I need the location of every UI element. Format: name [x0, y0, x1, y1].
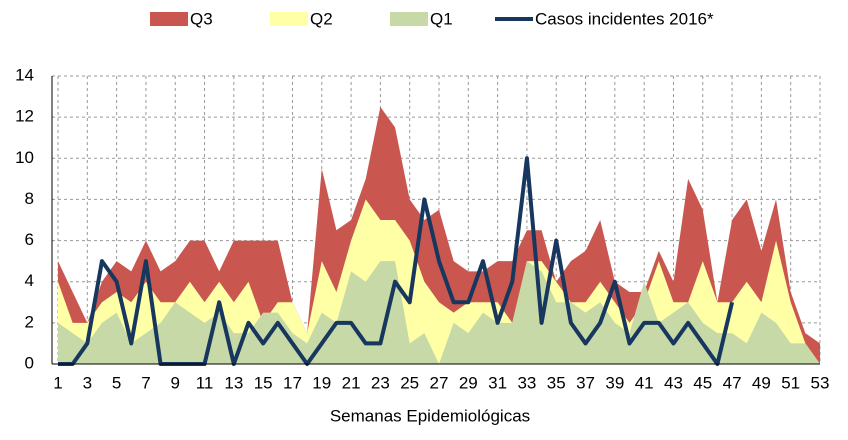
x-axis-title: Semanas Epidemiológicas — [330, 406, 530, 425]
legend-swatch — [270, 12, 308, 26]
x-tick-label: 31 — [488, 373, 507, 392]
x-tick-label: 33 — [517, 373, 536, 392]
legend-swatch — [150, 12, 188, 26]
x-tick-label: 11 — [196, 373, 214, 392]
x-tick-label: 25 — [400, 373, 419, 392]
x-tick-label: 27 — [430, 373, 449, 392]
x-tick-label: 29 — [459, 373, 478, 392]
x-tick-label: 23 — [371, 373, 390, 392]
x-tick-label: 45 — [693, 373, 712, 392]
x-tick-label: 35 — [547, 373, 566, 392]
x-tick-label: 47 — [723, 373, 742, 392]
x-tick-label: 51 — [781, 373, 800, 392]
legend-label: Q2 — [310, 9, 333, 28]
y-tick-label: 4 — [25, 271, 34, 290]
y-tick-label: 0 — [25, 353, 34, 372]
x-tick-label: 49 — [752, 373, 771, 392]
x-tick-label: 21 — [342, 373, 361, 392]
x-tick-label: 17 — [283, 373, 302, 392]
x-tick-label: 43 — [664, 373, 683, 392]
x-tick-label: 39 — [605, 373, 624, 392]
x-tick-label: 41 — [635, 373, 654, 392]
x-tick-label: 15 — [254, 373, 273, 392]
legend-label: Q1 — [430, 9, 453, 28]
x-tick-label: 19 — [312, 373, 331, 392]
x-tick-label: 7 — [141, 373, 150, 392]
y-tick-label: 8 — [25, 189, 34, 208]
x-tick-label: 5 — [112, 373, 121, 392]
x-tick-label: 3 — [83, 373, 92, 392]
x-tick-label: 13 — [224, 373, 243, 392]
y-tick-label: 14 — [15, 65, 34, 84]
x-tick-label: 53 — [811, 373, 830, 392]
x-tick-label: 37 — [576, 373, 595, 392]
y-tick-label: 10 — [15, 148, 34, 167]
legend-swatch — [390, 12, 428, 26]
legend-label: Casos incidentes 2016* — [535, 9, 714, 28]
y-tick-label: 2 — [25, 312, 34, 331]
legend-label: Q3 — [190, 9, 213, 28]
y-tick-label: 12 — [15, 107, 34, 126]
x-tick-label: 9 — [170, 373, 179, 392]
y-tick-label: 6 — [25, 230, 34, 249]
x-tick-label: 1 — [53, 373, 62, 392]
